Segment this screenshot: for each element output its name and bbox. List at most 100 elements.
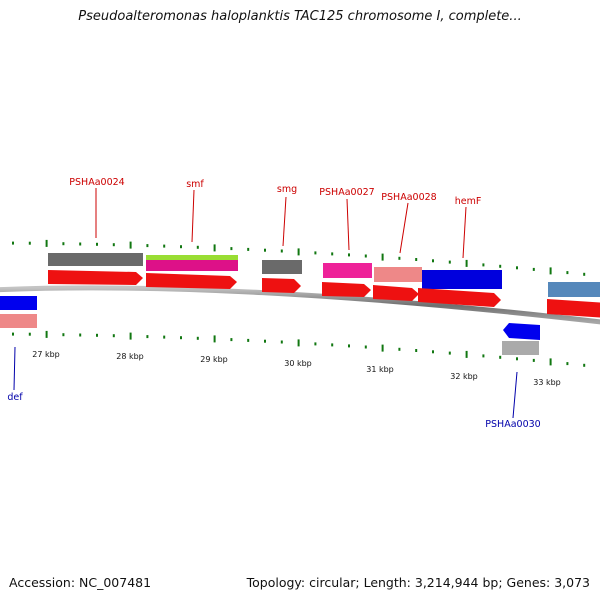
forward-gene-arrows — [48, 270, 600, 318]
genome-backbone — [0, 285, 600, 325]
tick-mark — [79, 333, 82, 337]
tick-mark — [264, 248, 266, 252]
tick-mark — [247, 338, 250, 342]
leader-pshaa0027 — [346, 198, 350, 251]
tick-mark — [62, 333, 65, 337]
tick-mark — [146, 335, 149, 339]
gene-bar-smf[interactable] — [146, 260, 238, 271]
tick-mark — [499, 355, 502, 359]
gene-arrow-pshaa0028[interactable] — [373, 285, 419, 301]
tick-mark — [516, 357, 518, 361]
tick-mark — [96, 242, 98, 246]
scale-label-28kbp: 28 kbp — [116, 352, 144, 361]
leader-hemf — [462, 206, 467, 259]
tick-mark — [331, 252, 334, 256]
gene-arrow-pshaa0030[interactable] — [503, 323, 540, 340]
gene-bar-pshaa0027[interactable] — [323, 263, 372, 278]
tick-mark — [196, 336, 199, 340]
tick-mark — [96, 333, 98, 337]
tick-mark — [163, 244, 166, 248]
tick-mark — [146, 244, 149, 248]
gene-bar-pshaa0024[interactable] — [48, 253, 143, 266]
tick-mark — [112, 243, 115, 247]
reverse-genes — [0, 296, 540, 355]
tick-mark — [566, 362, 569, 366]
gene-label-smf[interactable]: smf — [186, 179, 204, 190]
tick-mark — [415, 349, 418, 352]
tick-mark — [314, 342, 317, 346]
gene-bar-pshaa0030[interactable] — [502, 341, 539, 355]
tick-marks-top — [12, 239, 586, 276]
accession-label: Accession: NC_007481 — [9, 575, 152, 590]
leader-smf — [191, 189, 195, 243]
tick-mark — [112, 334, 115, 338]
gene-label-smg[interactable]: smg — [277, 184, 297, 195]
tick-mark — [28, 332, 31, 336]
tick-mark — [549, 358, 552, 366]
gene-bar-def-lower[interactable] — [0, 314, 37, 328]
gene-bar-next[interactable] — [548, 282, 600, 297]
scale-label-30kbp: 30 kbp — [284, 359, 312, 368]
tick-mark — [482, 263, 485, 267]
tick-mark — [448, 351, 451, 355]
tick-mark — [45, 330, 48, 338]
tick-mark — [247, 247, 250, 251]
gene-label-pshaa0027[interactable]: PSHAa0027 — [319, 187, 374, 198]
tick-mark — [448, 260, 451, 264]
tick-marks-bottom — [12, 330, 586, 367]
gene-label-pshaa0024[interactable]: PSHAa0024 — [69, 177, 124, 188]
tick-mark — [583, 272, 586, 276]
tick-mark — [213, 335, 216, 343]
gene-bar-hemf[interactable] — [422, 270, 502, 289]
tick-mark — [348, 344, 350, 348]
tick-mark — [364, 254, 367, 258]
tick-mark — [180, 245, 182, 249]
tick-mark — [583, 363, 586, 367]
leader-pshaa0028 — [399, 202, 409, 254]
gene-arrow-smf[interactable] — [146, 273, 237, 289]
tick-mark — [381, 253, 384, 261]
gene-arrow-smg[interactable] — [262, 278, 301, 293]
tick-mark — [348, 253, 350, 257]
tick-mark — [264, 339, 266, 343]
tick-mark — [196, 245, 199, 249]
forward-annotation-bars — [48, 253, 600, 297]
tick-mark — [280, 340, 283, 344]
tick-mark — [398, 347, 401, 351]
tick-mark — [129, 332, 132, 340]
tick-mark — [499, 264, 502, 268]
scale-label-32kbp: 32 kbp — [450, 372, 478, 381]
gene-label-pshaa0028[interactable]: PSHAa0028 — [381, 192, 436, 203]
gene-arrow-pshaa0027[interactable] — [322, 282, 371, 297]
tick-mark — [532, 267, 535, 271]
tick-mark — [381, 344, 384, 352]
tick-mark — [482, 354, 485, 358]
tick-mark — [45, 239, 48, 247]
map-title: Pseudoalteromonas haloplanktis TAC125 ch… — [78, 9, 522, 24]
tick-mark — [230, 247, 233, 251]
gene-label-def[interactable]: def — [7, 392, 23, 403]
gene-arrow-next[interactable] — [547, 299, 600, 318]
gene-bar-pshaa0028[interactable] — [374, 267, 422, 282]
tick-mark — [280, 249, 283, 253]
scale-label-27kbp: 27 kbp — [32, 350, 60, 359]
gene-arrow-hemf[interactable] — [418, 288, 501, 307]
tick-mark — [28, 241, 31, 245]
leader-smg — [282, 196, 287, 247]
gene-bar-def[interactable] — [0, 296, 37, 310]
gene-label-hemf[interactable]: hemF — [455, 196, 482, 207]
gene-arrow-pshaa0024[interactable] — [48, 270, 143, 285]
label-leader-lines — [13, 188, 518, 419]
gene-bar-smf-top[interactable] — [146, 255, 238, 260]
gene-bar-smg[interactable] — [262, 260, 302, 274]
tick-mark — [12, 332, 14, 336]
tick-mark — [432, 350, 434, 354]
tick-mark — [465, 259, 468, 267]
tick-mark — [163, 335, 166, 339]
tick-mark — [230, 338, 233, 342]
gene-label-pshaa0030[interactable]: PSHAa0030 — [485, 419, 540, 430]
tick-mark — [415, 258, 418, 261]
leader-pshaa0030 — [512, 371, 518, 419]
tick-mark — [398, 256, 401, 260]
tick-mark — [549, 267, 552, 275]
